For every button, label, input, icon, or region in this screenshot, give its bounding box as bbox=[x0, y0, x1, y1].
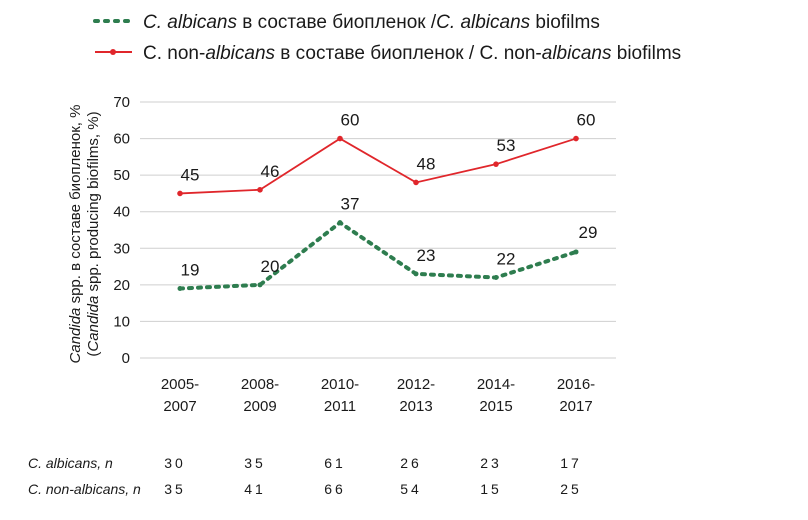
point-non_albicans bbox=[177, 190, 183, 197]
legend-albicans-label: C. albicans в составе биопленок /C. albi… bbox=[143, 12, 600, 33]
point-albicans bbox=[257, 282, 263, 288]
data-label-albicans: 29 bbox=[579, 223, 598, 242]
point-albicans bbox=[493, 275, 499, 281]
point-albicans bbox=[177, 286, 183, 292]
counts-table: C. albicans, n 30 35 61 26 23 17 C. non-albican… bbox=[28, 455, 582, 497]
x-category-label: 2005- bbox=[161, 376, 199, 393]
data-label-albicans: 23 bbox=[417, 246, 436, 265]
series bbox=[177, 135, 579, 292]
x-category: 2010- 2011 bbox=[321, 376, 359, 415]
point-albicans bbox=[413, 271, 419, 277]
x-category-label: 2012- bbox=[397, 376, 435, 393]
y-axis-label-line2: (Candida spp. producing biofilms, %) bbox=[85, 111, 102, 356]
data-label-non_albicans: 48 bbox=[417, 154, 436, 173]
y-tick-label: 50 bbox=[113, 167, 130, 184]
x-category: 2008- 2009 bbox=[241, 376, 279, 415]
data-label-non_albicans: 60 bbox=[577, 111, 596, 130]
point-albicans bbox=[573, 249, 579, 255]
grid bbox=[140, 101, 616, 359]
point-non_albicans bbox=[413, 179, 419, 186]
x-category-label: 2015 bbox=[479, 398, 512, 415]
data-label-albicans: 37 bbox=[341, 195, 360, 214]
point-non_albicans bbox=[337, 135, 343, 142]
data-label-non_albicans: 60 bbox=[341, 111, 360, 130]
x-category: 2005- 2007 bbox=[161, 376, 199, 415]
x-category: 2016- 2017 bbox=[557, 376, 595, 415]
y-tick-label: 10 bbox=[113, 313, 130, 330]
y-tick-label: 30 bbox=[113, 240, 130, 257]
x-categories: 2005- 2007 2008- 2009 2010- 2011 2012- 2013 2014… bbox=[161, 376, 595, 415]
x-category-label: 2007 bbox=[163, 398, 196, 415]
y-tick-label: 70 bbox=[113, 94, 130, 111]
table-row-label: C. albicans, n bbox=[28, 455, 113, 471]
table-cell: 41 bbox=[244, 481, 266, 497]
y-tick-label: 0 bbox=[122, 350, 130, 367]
table-cell: 30 bbox=[164, 455, 186, 471]
table-cell: 26 bbox=[400, 455, 422, 471]
legend: C. albicans в составе биопленок /C. albi… bbox=[93, 12, 681, 64]
x-category-label: 2013 bbox=[399, 398, 432, 415]
table-cell: 54 bbox=[400, 481, 422, 497]
x-category-label: 2017 bbox=[559, 398, 592, 415]
y-tick-label: 20 bbox=[113, 277, 130, 294]
series-line-non_albicans bbox=[179, 137, 577, 195]
y-tick-label: 40 bbox=[113, 204, 130, 221]
table-row-label: C. non-albicans, n bbox=[28, 481, 141, 497]
data-labels: 19 20 37 23 22 29 45 46 60 48 53 60 bbox=[181, 111, 598, 280]
x-category-label: 2010- bbox=[321, 376, 359, 393]
data-label-albicans: 20 bbox=[261, 257, 280, 276]
series-line-albicans bbox=[178, 220, 578, 291]
table-cell: 35 bbox=[244, 455, 266, 471]
y-tick-label: 60 bbox=[113, 131, 130, 148]
legend-non-albicans-label: C. non-albicans в составе биопленок / C.… bbox=[143, 43, 681, 64]
point-non_albicans bbox=[573, 135, 579, 142]
x-category-label: 2014- bbox=[477, 376, 515, 393]
x-category-label: 2008- bbox=[241, 376, 279, 393]
legend-non-albicans-dot bbox=[110, 49, 116, 55]
table-cell: 25 bbox=[560, 481, 582, 497]
table-cell: 61 bbox=[324, 455, 346, 471]
y-axis-label-line1: Candida spp. в составе биопленок, % bbox=[67, 105, 84, 364]
point-non_albicans bbox=[493, 161, 499, 167]
x-category: 2012- 2013 bbox=[397, 376, 435, 415]
x-category-label: 2016- bbox=[557, 376, 595, 393]
data-label-albicans: 19 bbox=[181, 261, 200, 280]
table-cell: 35 bbox=[164, 481, 186, 497]
data-label-albicans: 22 bbox=[497, 250, 516, 269]
table-cell: 66 bbox=[324, 481, 346, 497]
x-category: 2014- 2015 bbox=[477, 376, 515, 415]
table-cell: 15 bbox=[480, 481, 502, 497]
point-albicans bbox=[337, 220, 343, 226]
y-ticks: 0 10 20 30 40 50 60 70 bbox=[113, 94, 130, 367]
x-category-label: 2011 bbox=[324, 398, 356, 415]
data-label-non_albicans: 45 bbox=[181, 165, 200, 184]
point-non_albicans bbox=[257, 186, 263, 193]
x-category-label: 2009 bbox=[243, 398, 276, 415]
table-cell: 17 bbox=[560, 455, 582, 471]
table-cell: 23 bbox=[480, 455, 502, 471]
data-label-non_albicans: 53 bbox=[497, 136, 516, 155]
data-label-non_albicans: 46 bbox=[261, 162, 280, 181]
y-axis-label: Candida spp. в составе биопленок, % (Can… bbox=[67, 105, 102, 364]
